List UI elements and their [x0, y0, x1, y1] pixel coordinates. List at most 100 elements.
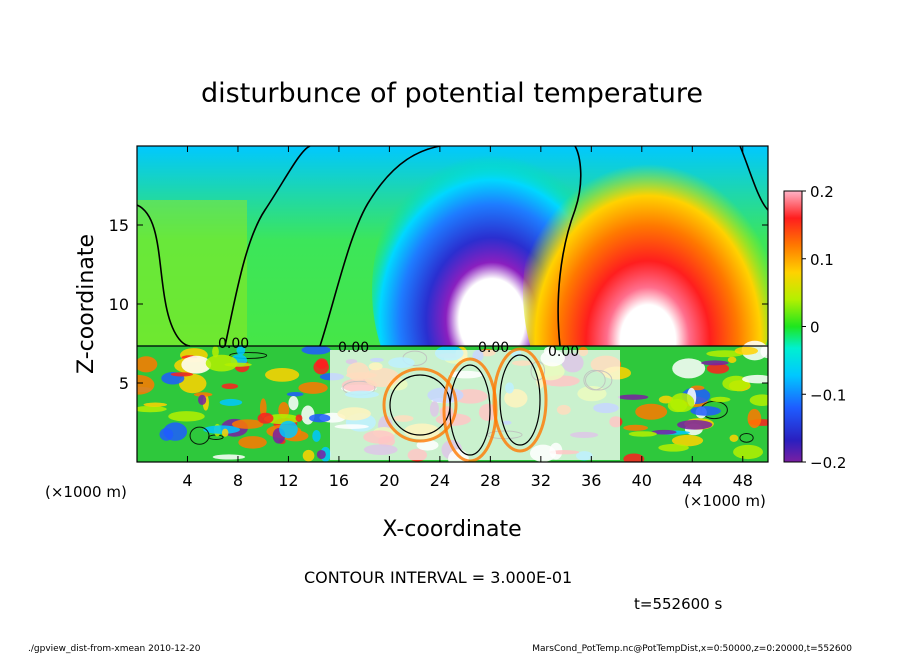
x-tick-label: 8 [233, 471, 243, 490]
turbulence-patch [749, 394, 768, 406]
colorbar-tick-label: −0.1 [810, 386, 846, 404]
x-axis-label: X-coordinate [382, 517, 521, 542]
lower-color-ring [382, 367, 458, 443]
turbulence-patch [137, 374, 155, 395]
turbulence-patch [236, 344, 246, 356]
x-tick-label: 48 [733, 471, 753, 490]
turbulence-patch [193, 392, 213, 397]
turbulence-patch [710, 396, 731, 403]
turbulence-patch [706, 363, 730, 374]
time-text: t=552600 s [634, 595, 722, 613]
turbulence-patch [635, 403, 668, 420]
turbulence-patch [742, 374, 768, 384]
y-tick-label: 10 [109, 295, 129, 314]
turbulence-patch [677, 419, 713, 430]
x-tick-label: 32 [531, 471, 551, 490]
contour-labels: 0.00 0.00 0.00 0.00 [218, 336, 579, 360]
turbulence-patch [747, 408, 762, 429]
lower-color-ring [492, 347, 548, 453]
turbulence-patch [729, 434, 739, 442]
field-upper-left-yellowgreen [137, 200, 247, 345]
turbulence-patch [733, 444, 763, 460]
turbulence-patch [617, 394, 649, 400]
x-axis-unit-left: (×1000 m) [45, 483, 127, 501]
colorbar-tick-label: 0 [810, 319, 820, 337]
turbulence-patch [670, 393, 695, 413]
turbulence-patch [701, 360, 729, 366]
central-white-region [330, 350, 620, 460]
turbulence-patch [286, 392, 304, 397]
turbulence-patch [205, 354, 238, 372]
turbulence-patch [739, 432, 754, 443]
turbulence-patch [212, 345, 219, 358]
lower-contour-loop [449, 364, 491, 456]
turbulence-patch [221, 383, 239, 390]
turbulence-patch [690, 406, 721, 416]
turbulence-patch [302, 449, 315, 462]
turbulence-patch [189, 426, 210, 445]
contour-zero-mid1 [224, 146, 311, 347]
turbulence-patch [137, 405, 167, 413]
turbulence-patch [658, 395, 674, 404]
chart-title: disturbunce of potential temperature [201, 78, 703, 109]
x-tick-label: 44 [682, 471, 702, 490]
turbulence-patch [301, 345, 331, 355]
turbulence-patch [312, 429, 321, 442]
turbulence-patch [651, 429, 677, 435]
footer-right: MarsCond_PotTemp.nc@PotTempDist,x=0:5000… [532, 644, 852, 654]
turbulence-patch [301, 405, 315, 425]
x-tick-label: 24 [430, 471, 450, 490]
x-axis-unit-right: (×1000 m) [684, 492, 766, 510]
contour-label-3: 0.00 [478, 340, 509, 356]
turbulence-patch [279, 420, 298, 439]
x-tick-label: 4 [182, 471, 192, 490]
turbulence-patch [198, 394, 207, 406]
turbulence-patch [178, 373, 207, 394]
lower-color-ring [442, 357, 498, 462]
turbulence-patch [168, 411, 205, 422]
turbulence-patch [231, 419, 264, 429]
contour-label-1: 0.00 [218, 336, 249, 352]
turbulence-patch [265, 368, 300, 382]
turbulence-patch [672, 358, 706, 379]
contour-interval-text: CONTOUR INTERVAL = 3.000E-01 [304, 568, 572, 587]
y-tick-label: 5 [119, 374, 129, 393]
lower-contour-loop [499, 354, 541, 446]
turbulence-patch [727, 356, 737, 363]
x-tick-label: 36 [581, 471, 601, 490]
turbulence-patch [257, 412, 274, 424]
turbulence-patch [238, 436, 267, 449]
turbulence-patch [229, 352, 268, 359]
turbulence-patch [316, 449, 326, 460]
y-axis-ticks: 5 10 15 [109, 216, 768, 393]
turbulence-patch [623, 453, 645, 462]
turbulence-patch [137, 356, 158, 373]
y-tick-label: 15 [109, 216, 129, 235]
contour-zero-left [137, 204, 191, 347]
x-tick-label: 16 [329, 471, 349, 490]
turbulence-patch [313, 360, 329, 375]
turbulence-patch [212, 454, 246, 460]
colorbar-tick-label: 0.2 [810, 183, 834, 201]
turbulence-patch [221, 428, 229, 437]
turbulence-patch [295, 414, 303, 422]
turbulence-patch [203, 425, 241, 434]
x-axis-ticks: 4 8 12 16 20 24 28 32 36 40 44 48 [182, 146, 753, 490]
turbulence-patch [623, 424, 648, 431]
colorbar-tick-label: −0.2 [810, 454, 846, 472]
turbulence-patch [309, 413, 331, 423]
contour-label-2: 0.00 [338, 340, 369, 356]
colorbar [783, 190, 803, 463]
turbulence-patch [706, 350, 744, 358]
contour-label-4: 0.00 [548, 344, 579, 360]
contour-zero-mid3 [557, 146, 582, 347]
turbulence-patch [734, 346, 759, 355]
turbulence-patch [658, 443, 689, 452]
x-tick-label: 20 [379, 471, 399, 490]
footer-left: ./gpview_dist-from-xmean 2010-12-20 [28, 644, 201, 654]
x-tick-label: 12 [278, 471, 298, 490]
plot-area: 0.00 0.00 0.00 0.00 [137, 146, 768, 462]
turbulence-patch [690, 385, 705, 391]
turbulence-patch [628, 431, 657, 437]
